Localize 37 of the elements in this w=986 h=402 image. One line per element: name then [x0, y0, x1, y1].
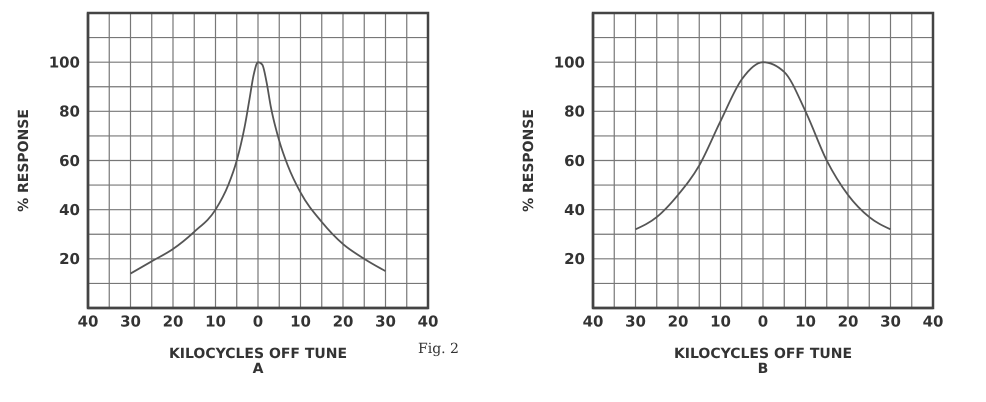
x-tick-label: 0: [252, 312, 264, 331]
x-tick-label: 40: [922, 312, 944, 331]
x-tick-label: 30: [375, 312, 396, 331]
x-tick-label: 20: [162, 312, 184, 331]
text: B: [756, 361, 770, 377]
y-tick-label: 60: [59, 152, 80, 170]
x-tick-label: 30: [120, 312, 141, 331]
y-axis-title: % RESPONSE: [520, 109, 537, 212]
caption: Fig. 2: [418, 341, 459, 357]
x-tick-label: 40: [78, 312, 98, 331]
x-tick-label: 40: [418, 312, 438, 331]
y-tick-label: 40: [564, 200, 585, 219]
x-tick-label: 10: [795, 312, 816, 331]
y-tick-label: 20: [59, 250, 80, 268]
text: A: [252, 361, 264, 377]
x-tick-label: 20: [668, 312, 688, 331]
x-tick-label: 10: [710, 312, 731, 331]
y-tick-label: 20: [564, 250, 585, 268]
x-tick-label: 30: [880, 312, 901, 331]
line-series: [634, 61, 892, 230]
x-tick-label: 40: [582, 312, 604, 331]
line-series: [130, 61, 386, 274]
y-tick-label: 100: [48, 53, 80, 72]
x-axis-title: KILOCYCLES OFF TUNE: [168, 346, 348, 362]
y-tick-label: 40: [59, 200, 80, 219]
x-tick-label: 20: [332, 312, 354, 331]
x-tick-label: 30: [625, 312, 646, 331]
x-tick-label: 10: [290, 312, 311, 331]
y-axis-title: % RESPONSE: [16, 109, 32, 212]
y-tick-label: 60: [564, 152, 585, 170]
x-tick-label: 0: [758, 312, 768, 331]
y-tick-label: 80: [59, 102, 80, 121]
x-tick-label: 10: [205, 312, 226, 331]
y-tick-label: 100: [554, 53, 585, 72]
x-axis-title: KILOCYCLES OFF TUNE: [674, 346, 852, 362]
y-tick-label: 80: [564, 102, 585, 121]
x-tick-label: 20: [838, 312, 858, 331]
